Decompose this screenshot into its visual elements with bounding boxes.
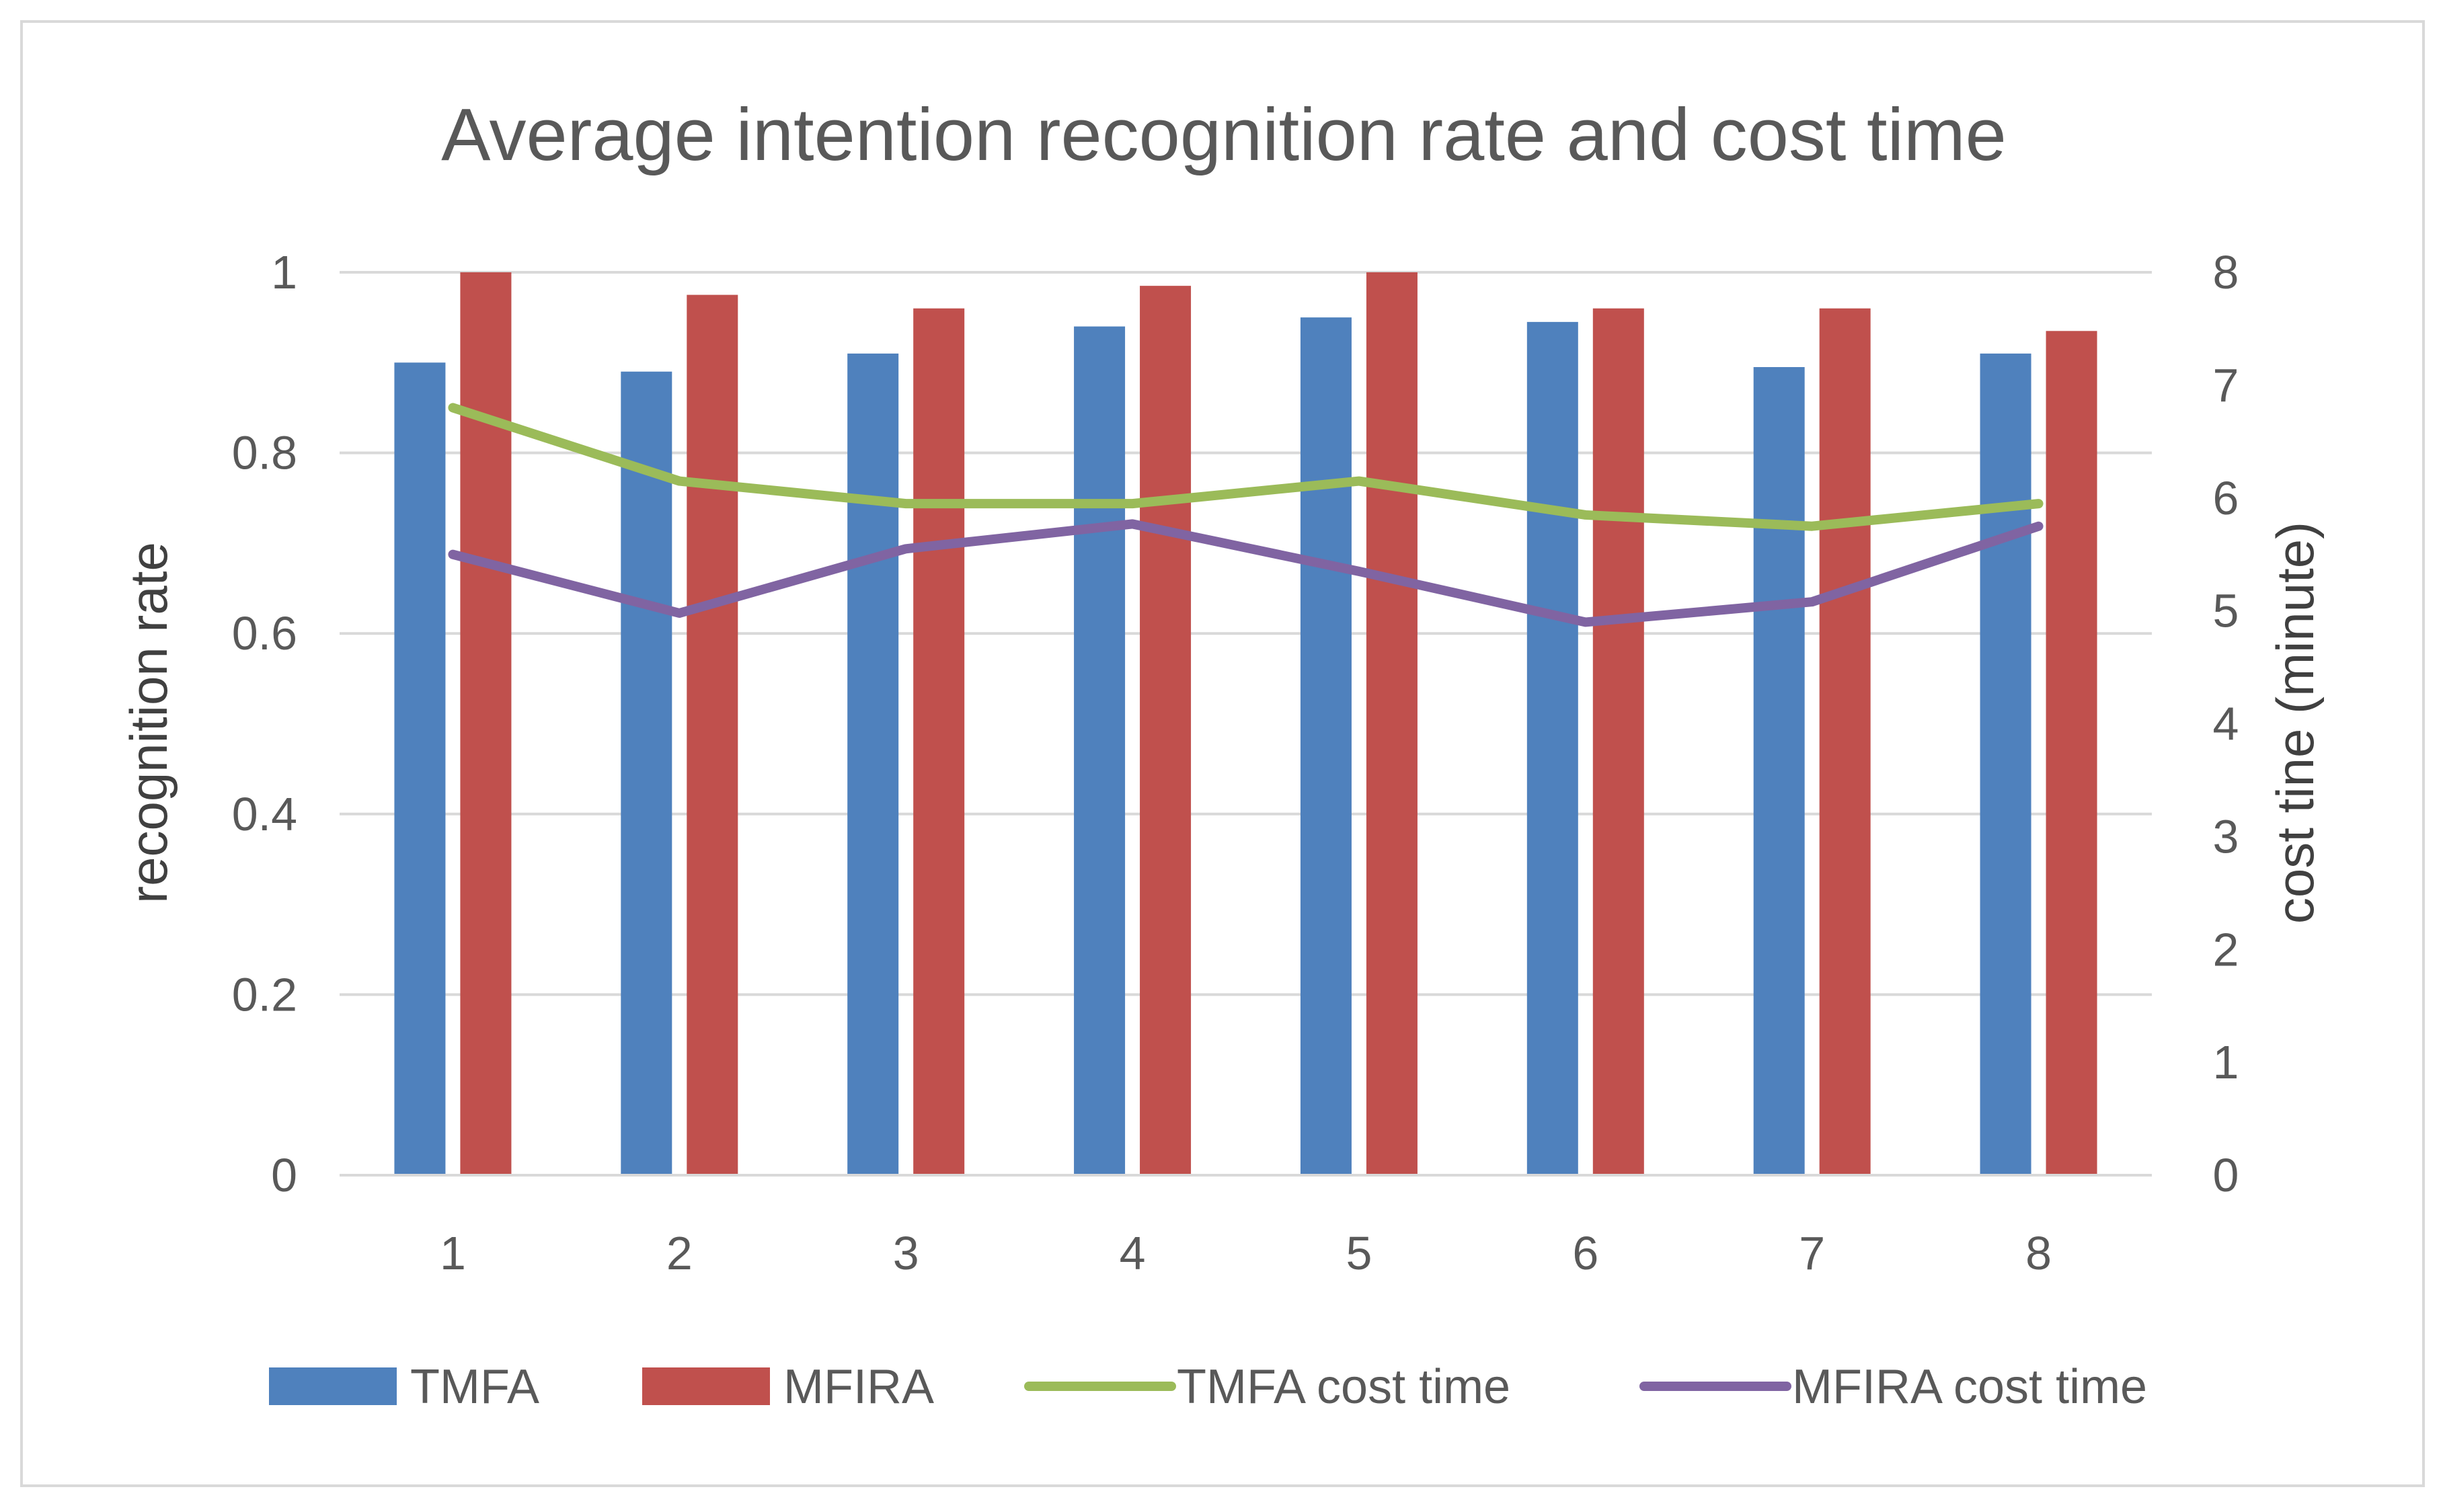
- y2-tick-label: 4: [2213, 698, 2239, 750]
- bar-tmfa: [1753, 367, 1805, 1175]
- x-tick-label: 2: [666, 1227, 693, 1279]
- bar-mfira: [1140, 286, 1192, 1175]
- legend-label-tmfa: TMFA: [410, 1360, 539, 1414]
- legend-label-mfira-cost-time: MFIRA cost time: [1792, 1360, 2147, 1414]
- y-tick-label: 0.2: [232, 968, 297, 1021]
- y2-tick-label: 0: [2213, 1149, 2239, 1201]
- legend-label-tmfa-cost-time: TMFA cost time: [1177, 1360, 1510, 1414]
- bar-tmfa: [1980, 353, 2031, 1175]
- x-tick-label: 1: [440, 1227, 466, 1279]
- bar-tmfa: [1074, 326, 1126, 1176]
- y2-tick-label: 8: [2213, 246, 2239, 299]
- legend-label-mfira: MFIRA: [783, 1360, 934, 1414]
- bar-tmfa: [1300, 317, 1352, 1175]
- x-tick-label: 6: [1572, 1227, 1598, 1279]
- y2-tick-label: 1: [2213, 1036, 2239, 1088]
- y2-tick-label: 3: [2213, 810, 2239, 863]
- bar-tmfa: [621, 371, 672, 1175]
- bar-mfira: [687, 294, 738, 1176]
- y2-tick-label: 6: [2213, 472, 2239, 524]
- y2-tick-label: 2: [2213, 923, 2239, 976]
- line-series: [448, 403, 2044, 627]
- y-tick-label: 0.6: [232, 607, 297, 660]
- bar-series: [394, 272, 2097, 1176]
- y2-axis-title: cost tine (minute): [2265, 522, 2325, 924]
- y-tick-label: 0.8: [232, 427, 297, 479]
- bar-tmfa: [1526, 321, 1578, 1175]
- bar-mfira: [1819, 308, 1871, 1176]
- y-axis-title: recognition rate: [119, 542, 178, 904]
- bar-mfira: [1366, 272, 1418, 1175]
- bar-tmfa: [394, 362, 446, 1175]
- y-tick-label: 1: [271, 246, 297, 299]
- legend-swatch-mfira: [642, 1367, 770, 1405]
- y-tick-label: 0.4: [232, 788, 297, 840]
- bar-mfira: [1592, 308, 1644, 1176]
- y2-tick-label: 5: [2213, 585, 2239, 637]
- bar-mfira: [913, 308, 965, 1176]
- line-tmfa-cost-time: [448, 403, 2044, 531]
- bar-tmfa: [847, 353, 899, 1175]
- x-tick-label: 3: [893, 1227, 919, 1279]
- line-mfira-cost-time: [448, 519, 2044, 627]
- legend-swatch-tmfa: [269, 1367, 397, 1405]
- x-tick-label: 8: [2025, 1227, 2052, 1279]
- x-tick-label: 7: [1799, 1227, 1825, 1279]
- bar-mfira: [2046, 331, 2097, 1175]
- x-tick-label: 4: [1120, 1227, 1146, 1279]
- y-tick-label: 0: [271, 1149, 297, 1201]
- y2-tick-label: 7: [2213, 359, 2239, 411]
- x-tick-label: 5: [1346, 1227, 1372, 1279]
- legend: TMFA MFIRA TMFA cost time MFIRA cost time: [269, 1360, 2147, 1414]
- axes: 0 0.2 0.4 0.6 0.8 1 0 1 2 3 4 5 6 7 8 1 2 3 4 5 6 7 8: [232, 246, 2239, 1279]
- chart-title: Average intention recognition rate and c…: [441, 93, 2007, 176]
